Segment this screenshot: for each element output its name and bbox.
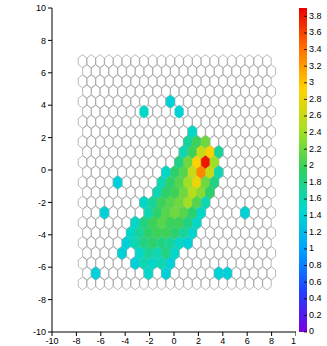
svg-text:1.6: 1.6 [309, 193, 319, 203]
svg-text:4: 4 [220, 336, 225, 346]
svg-text:0: 0 [41, 165, 46, 175]
svg-text:8: 8 [269, 336, 274, 346]
svg-text:0.4: 0.4 [309, 293, 319, 303]
svg-text:1: 1 [309, 243, 314, 253]
svg-text:0.2: 0.2 [309, 310, 319, 320]
svg-text:0: 0 [309, 326, 314, 336]
svg-text:-6: -6 [97, 336, 105, 346]
svg-text:-2: -2 [38, 198, 46, 208]
svg-text:3.8: 3.8 [309, 11, 319, 21]
svg-text:3.2: 3.2 [309, 61, 319, 71]
svg-text:2.2: 2.2 [309, 144, 319, 154]
svg-text:-10: -10 [45, 336, 58, 346]
svg-text:-8: -8 [72, 336, 80, 346]
svg-text:3: 3 [309, 77, 314, 87]
svg-text:-2: -2 [146, 336, 154, 346]
svg-text:8: 8 [41, 36, 46, 46]
svg-text:1.8: 1.8 [309, 177, 319, 187]
svg-text:3.4: 3.4 [309, 44, 319, 54]
svg-text:2.8: 2.8 [309, 94, 319, 104]
svg-text:-4: -4 [38, 230, 46, 240]
svg-text:6: 6 [245, 336, 250, 346]
svg-text:0: 0 [171, 336, 176, 346]
svg-text:4: 4 [41, 100, 46, 110]
svg-text:6: 6 [41, 68, 46, 78]
svg-text:-10: -10 [33, 327, 46, 337]
svg-text:0.8: 0.8 [309, 260, 319, 270]
svg-text:2: 2 [309, 160, 314, 170]
svg-text:2: 2 [41, 133, 46, 143]
svg-text:-8: -8 [38, 295, 46, 305]
svg-text:1.2: 1.2 [309, 227, 319, 237]
svg-text:10: 10 [36, 3, 46, 13]
svg-text:0.6: 0.6 [309, 277, 319, 287]
svg-text:2: 2 [196, 336, 201, 346]
svg-text:1.4: 1.4 [309, 210, 319, 220]
svg-text:-4: -4 [121, 336, 129, 346]
svg-text:3.6: 3.6 [309, 27, 319, 37]
svg-text:-6: -6 [38, 262, 46, 272]
svg-text:10: 10 [291, 336, 296, 346]
svg-text:2.6: 2.6 [309, 110, 319, 120]
svg-text:2.4: 2.4 [309, 127, 319, 137]
